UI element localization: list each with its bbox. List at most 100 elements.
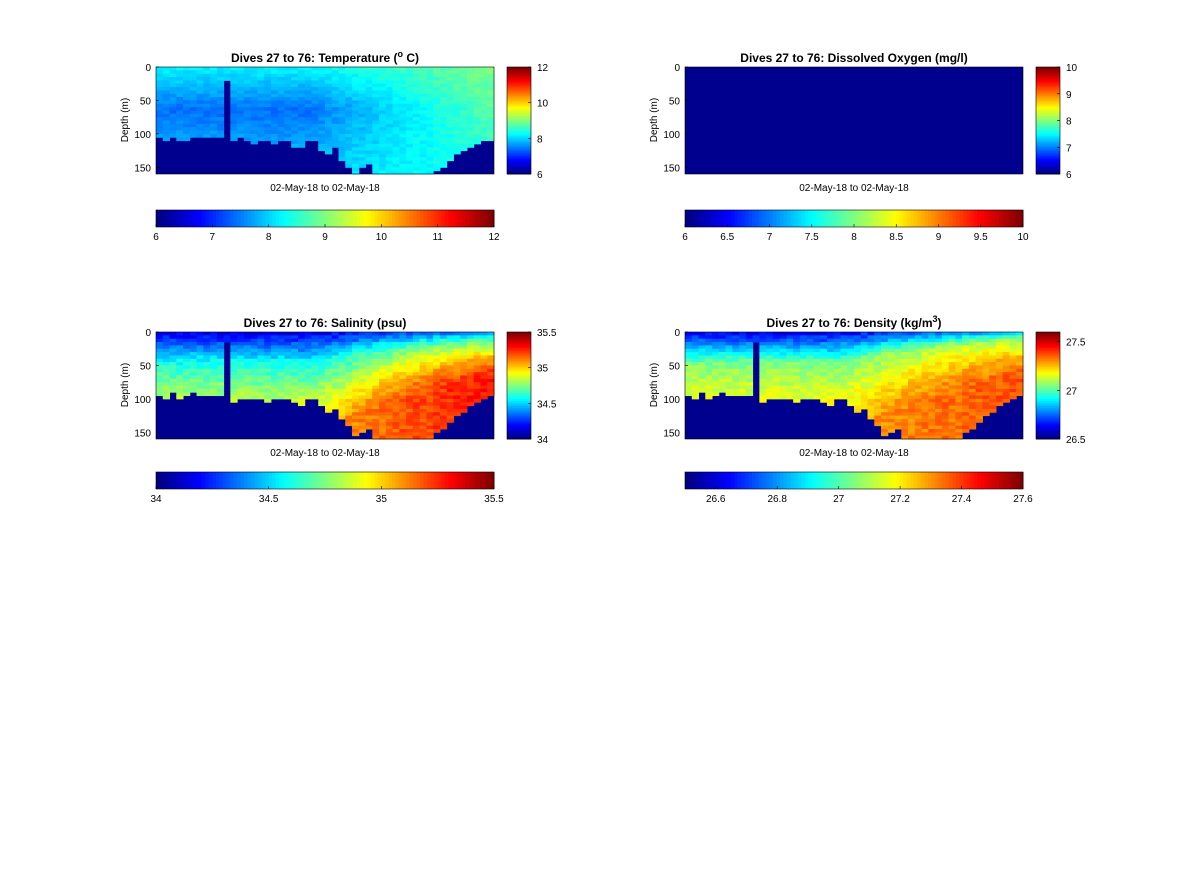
heatmap-cell (928, 368, 936, 373)
heatmap-cell (894, 425, 902, 430)
heatmap-cell (426, 147, 434, 152)
colorbar-segment (434, 210, 439, 227)
colorbar-segment (1036, 148, 1060, 152)
heatmap-cell (203, 375, 211, 380)
colorbar-segment (1036, 345, 1060, 348)
heatmap-cell (446, 120, 454, 125)
heatmap-cell (372, 103, 380, 108)
heatmap-cell (406, 140, 414, 145)
heatmap-cell (297, 77, 306, 81)
heatmap-cell (480, 365, 488, 370)
heatmap-cell (989, 342, 997, 346)
heatmap-cell (338, 362, 346, 366)
heatmap-cell (1009, 388, 1017, 393)
heatmap-cell (156, 392, 164, 397)
heatmap-cell (291, 335, 299, 340)
heatmap-cell (466, 365, 475, 370)
colorbar-segment (709, 210, 714, 227)
heatmap-cell (914, 405, 923, 410)
heatmap-cell (345, 70, 353, 75)
heatmap-cell (419, 398, 427, 403)
heatmap-cell (189, 382, 198, 386)
heatmap-cell (887, 422, 896, 427)
colorbar-segment (882, 210, 887, 227)
heatmap-cell (840, 382, 848, 386)
heatmap-cell (264, 335, 272, 340)
heatmap-cell (230, 362, 238, 366)
heatmap-cell (311, 103, 319, 108)
heatmap-cell (705, 352, 713, 356)
heatmap-cell (156, 352, 164, 356)
heatmap-cell (962, 345, 970, 350)
colorbar-segment (1036, 162, 1060, 165)
heatmap-cell (297, 342, 306, 346)
heatmap-cell (304, 107, 312, 111)
heatmap-cell (786, 392, 794, 397)
heatmap-cell (264, 87, 272, 91)
colorbar-segment (451, 472, 456, 489)
heatmap-cell (291, 103, 299, 108)
heatmap-cell (277, 332, 285, 336)
heatmap-cell (169, 67, 177, 71)
heatmap-cell (962, 335, 970, 340)
heatmap-cell (439, 415, 448, 420)
heatmap-cell (352, 157, 360, 162)
heatmap-cell (739, 355, 747, 360)
heatmap-cell (725, 392, 733, 397)
colorbar-segment (448, 472, 453, 489)
colorbar-tick-label: 10 (1017, 232, 1029, 243)
dive-column (237, 67, 245, 138)
heatmap-cell (311, 107, 319, 111)
colorbar-segment (476, 210, 481, 227)
colorbar-segment (507, 117, 531, 120)
heatmap-cell (473, 107, 481, 111)
heatmap-cell (487, 378, 495, 383)
heatmap-cell (419, 382, 427, 386)
heatmap-cell (894, 362, 902, 366)
heatmap-cell (739, 365, 747, 370)
heatmap-cell (446, 348, 454, 353)
heatmap-cell (894, 355, 902, 360)
heatmap-cell (460, 382, 468, 386)
heatmap-cell (237, 80, 245, 85)
heatmap-cell (162, 342, 171, 346)
heatmap-cell (419, 435, 427, 440)
heatmap-cell (338, 153, 346, 158)
heatmap-cell (480, 368, 488, 373)
heatmap-cell (833, 338, 841, 343)
heatmap-cell (372, 93, 380, 98)
heatmap-cell (250, 103, 258, 108)
heatmap-cell (480, 127, 488, 132)
colorbar-segment (839, 472, 844, 489)
heatmap-cell (216, 117, 225, 121)
heatmap-cell (914, 418, 923, 423)
heatmap-cell (955, 398, 963, 403)
colorbar-segment (339, 472, 344, 489)
heatmap-cell (419, 432, 427, 437)
heatmap-cell (345, 345, 353, 350)
heatmap-cell (914, 358, 923, 363)
dive-column (338, 332, 346, 420)
colorbar-segment (829, 210, 834, 227)
dive-column (473, 67, 481, 145)
heatmap-cell (989, 368, 997, 373)
heatmap-cell (854, 355, 862, 360)
dive-column (162, 67, 171, 142)
colorbar-segment (1036, 427, 1060, 430)
heatmap-cell (439, 127, 448, 132)
heatmap-cell (257, 375, 265, 380)
colorbar-segment (177, 210, 182, 227)
heatmap-cell (325, 332, 333, 336)
heatmap-cell (982, 355, 990, 360)
density-title: Dives 27 to 76: Density (kg/m3) (766, 314, 941, 330)
heatmap-cell (766, 345, 774, 350)
heatmap-cell (358, 355, 367, 360)
heatmap-cell (365, 392, 373, 397)
heatmap-cell (318, 100, 326, 105)
heatmap-cell (772, 355, 781, 360)
heatmap-cell (820, 342, 828, 346)
colorbar-segment (1036, 387, 1060, 390)
colorbar-segment (507, 360, 531, 363)
heatmap-cell (176, 338, 184, 343)
heatmap-cell (385, 103, 394, 108)
